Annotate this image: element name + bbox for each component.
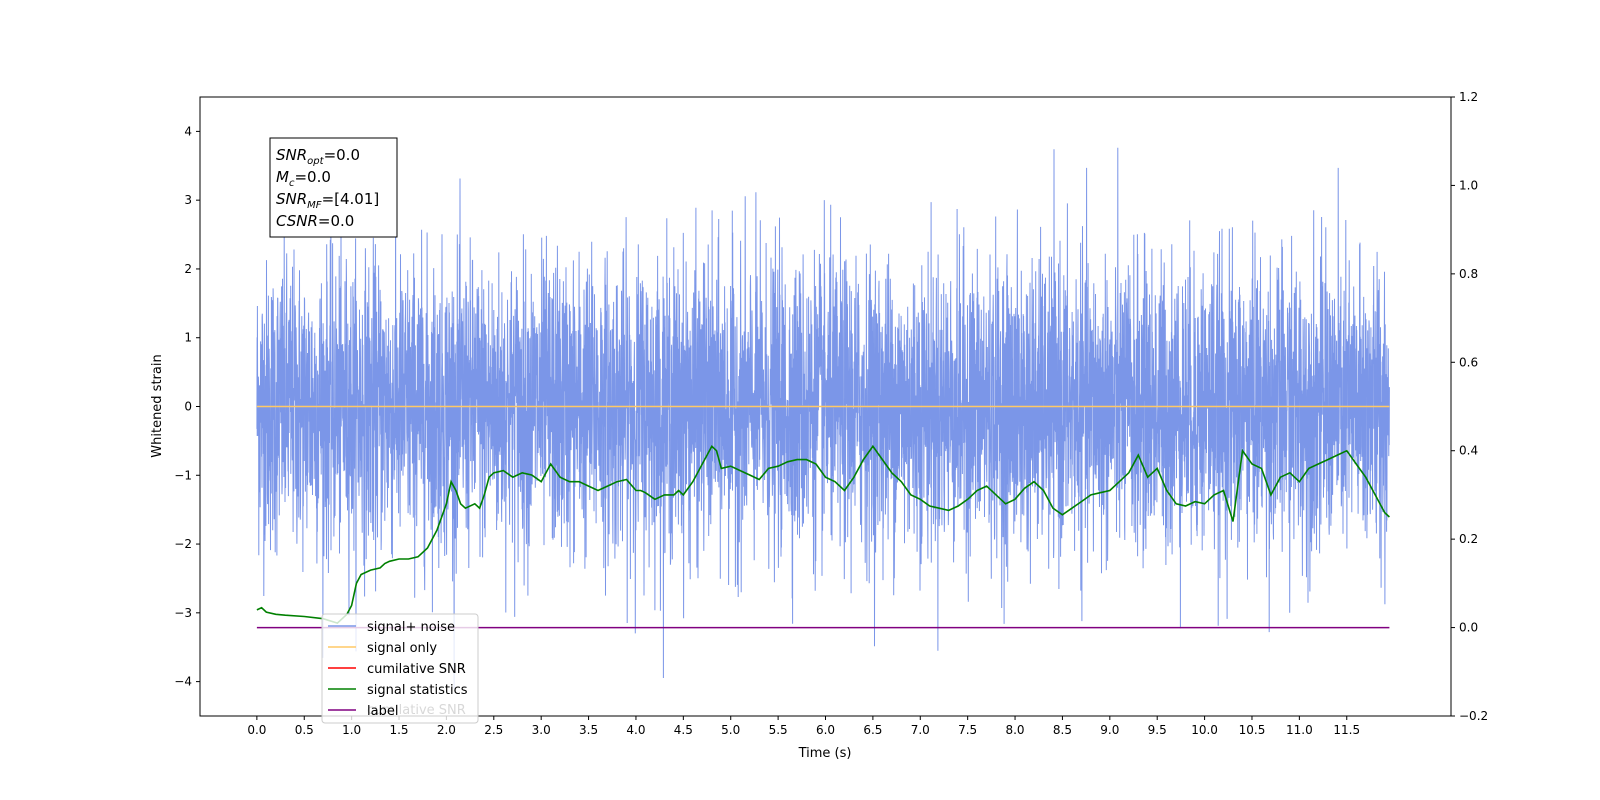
y2-tick-label: 1.0 [1459, 178, 1478, 192]
legend-label: signal only [367, 641, 437, 656]
legend: cumilative SNR signal+ noise signal only cu… [321, 613, 479, 724]
x-tick-label: 10.5 [1239, 723, 1266, 737]
x-axis: 0.0 0.5 1.0 1.5 2.0 2.5 3.0 3.5 4.0 4.5 5.0 5.5 6.0 6… [247, 716, 1360, 737]
x-tick-label: 0.5 [295, 723, 314, 737]
x-tick-label: 10.0 [1191, 723, 1218, 737]
x-tick-label: 8.0 [1005, 723, 1024, 737]
legend-label: cumilative SNR [367, 662, 466, 677]
y-tick-label: 4 [184, 124, 192, 138]
x-axis-label: Time (s) [798, 746, 852, 761]
legend-label: label [367, 704, 398, 719]
y-tick-label: 1 [184, 331, 192, 345]
x-tick-label: 9.0 [1100, 723, 1119, 737]
annotation-line: Mc=0.0 [276, 168, 331, 189]
y2-tick-label: 0.0 [1459, 621, 1478, 635]
x-tick-label: 9.5 [1148, 723, 1167, 737]
x-tick-label: 4.5 [674, 723, 693, 737]
x-tick-label: 5.5 [769, 723, 788, 737]
y2-tick-label: 0.6 [1459, 355, 1478, 369]
y-tick-label: −3 [174, 606, 192, 620]
x-tick-label: 0.0 [247, 723, 266, 737]
x-tick-label: 3.0 [532, 723, 551, 737]
y-tick-label: −1 [174, 468, 192, 482]
x-tick-label: 4.0 [626, 723, 645, 737]
y-axis-left: −4 −3 −2 −1 0 1 2 3 4 [174, 124, 200, 689]
y2-tick-label: 0.4 [1459, 444, 1478, 458]
x-tick-label: 11.5 [1333, 723, 1360, 737]
x-tick-label: 8.5 [1053, 723, 1072, 737]
y2-tick-label: 0.2 [1459, 532, 1478, 546]
x-tick-label: 2.0 [437, 723, 456, 737]
x-tick-label: 6.0 [816, 723, 835, 737]
y2-tick-label: −0.2 [1459, 709, 1488, 723]
x-tick-label: 7.5 [958, 723, 977, 737]
annotation-frame [269, 137, 398, 238]
y2-tick-label: 1.2 [1459, 90, 1478, 104]
y-axis-right: −0.2 0.0 0.2 0.4 0.6 0.8 1.0 1.2 [1451, 90, 1488, 723]
x-tick-label: 7.0 [911, 723, 930, 737]
y-tick-label: 0 [184, 400, 192, 414]
series-signal-noise-line [256, 147, 1390, 689]
x-tick-label: 2.5 [484, 723, 503, 737]
legend-label: signal+ noise [367, 620, 455, 635]
x-tick-label: 5.0 [721, 723, 740, 737]
legend-hidden-label: cumilative SNR [367, 703, 466, 718]
annotation-line: SNRopt=0.0 [276, 146, 360, 167]
x-tick-label: 1.5 [389, 723, 408, 737]
y-axis-label: Whitened strain [150, 354, 165, 457]
legend-frame [321, 613, 479, 724]
x-tick-label: 6.5 [863, 723, 882, 737]
y2-tick-label: 0.8 [1459, 267, 1478, 281]
x-tick-label: 11.0 [1286, 723, 1313, 737]
legend-label: signal statistics [367, 683, 468, 698]
y-tick-label: −4 [174, 675, 192, 689]
series-signal-statistics-line [256, 444, 1390, 625]
x-tick-label: 3.5 [579, 723, 598, 737]
annotation-line: CSNR=0.0 [276, 212, 354, 230]
y-tick-label: 3 [184, 193, 192, 207]
y-tick-label: −2 [174, 537, 192, 551]
y-tick-label: 2 [184, 262, 192, 276]
x-tick-label: 1.0 [342, 723, 361, 737]
annotation-line: SNRMF=[4.01] [276, 190, 379, 211]
